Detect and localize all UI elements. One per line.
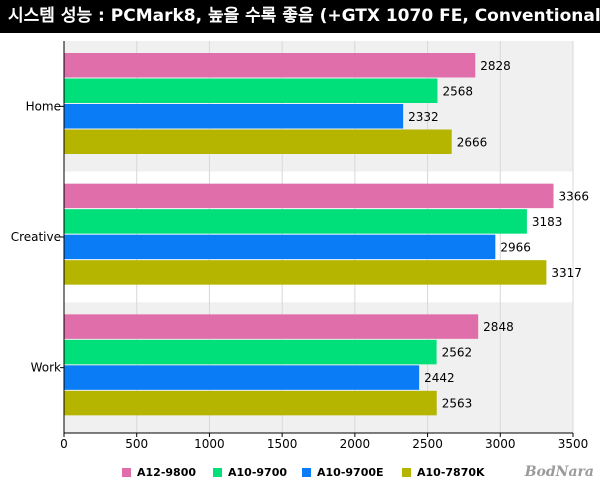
data-label: 2848 <box>483 320 514 334</box>
legend-swatch <box>302 468 311 477</box>
x-tick-label: 3500 <box>558 437 589 451</box>
x-tick-label: 2500 <box>412 437 443 451</box>
legend-item: A10-9700E <box>302 466 384 479</box>
x-tick-label: 500 <box>125 437 148 451</box>
bar <box>64 314 479 339</box>
data-label: 2828 <box>480 59 511 73</box>
bar <box>64 339 437 365</box>
x-tick-label: 3000 <box>485 437 516 451</box>
data-label: 2332 <box>408 110 439 124</box>
x-tick-label: 1500 <box>267 437 298 451</box>
data-label: 2563 <box>442 397 473 411</box>
watermark-logo: BodNara <box>524 464 594 480</box>
legend-label: A10-9700 <box>228 466 288 479</box>
x-tick-label: 2000 <box>340 437 371 451</box>
chart-title: 시스템 성능 : PCMark8, 높을 수록 좋음 (+GTX 1070 FE… <box>0 0 600 33</box>
legend-label: A12-9800 <box>137 466 197 479</box>
x-tick-label: 0 <box>60 437 68 451</box>
legend-item: A10-7870K <box>402 466 485 479</box>
data-label: 2562 <box>442 346 473 360</box>
y-tick-label: Work <box>31 361 61 375</box>
legend-item: A10-9700 <box>213 466 287 479</box>
legend-swatch <box>122 468 131 477</box>
bar <box>64 53 476 78</box>
bar <box>64 78 438 103</box>
data-label: 3183 <box>532 215 563 229</box>
y-tick-label: Home <box>26 99 61 113</box>
data-label: 2666 <box>457 135 488 149</box>
x-tick-label: 1000 <box>194 437 225 451</box>
data-label: 3366 <box>559 189 590 203</box>
bar <box>64 365 420 390</box>
legend-item: A12-9800 <box>122 466 196 479</box>
bar <box>64 390 437 416</box>
data-label: 2568 <box>442 84 473 98</box>
bar <box>64 209 527 234</box>
bar <box>64 260 547 285</box>
bar <box>64 183 554 209</box>
bar <box>64 129 452 154</box>
bar <box>64 234 496 260</box>
data-label: 3317 <box>551 266 582 280</box>
legend-label: A10-9700E <box>317 466 384 479</box>
bar <box>64 104 404 129</box>
y-tick-label: Creative <box>11 230 61 244</box>
legend: A12-9800 A10-9700 A10-9700E A10-7870K <box>0 466 600 486</box>
data-label: 2442 <box>424 371 455 385</box>
legend-swatch <box>402 468 411 477</box>
data-label: 2966 <box>500 240 531 254</box>
legend-swatch <box>213 468 222 477</box>
legend-label: A10-7870K <box>417 466 485 479</box>
